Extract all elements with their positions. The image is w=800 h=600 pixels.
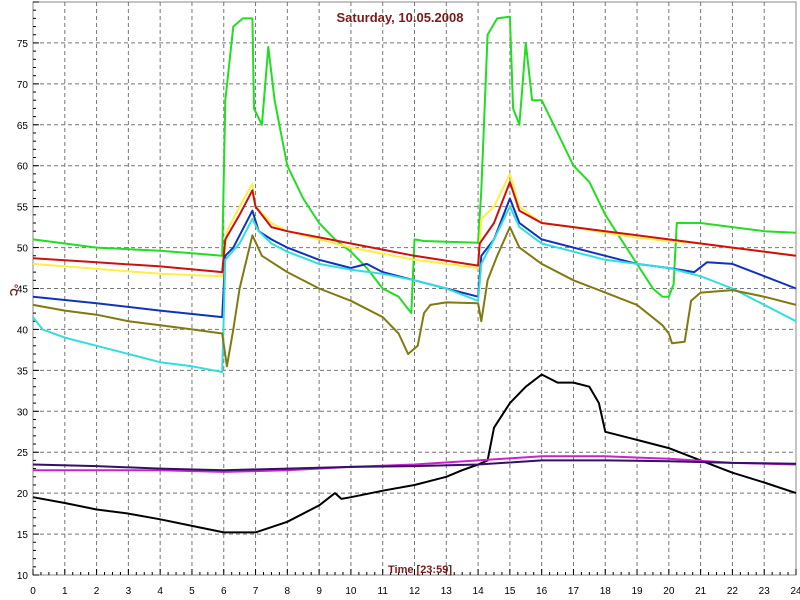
series-line-5 [32, 205, 797, 373]
x-tick-label: 9 [316, 586, 322, 597]
series-line-3 [32, 181, 797, 274]
x-tick-label: 8 [285, 586, 291, 597]
x-tick-label: 19 [631, 586, 643, 597]
y-tick-label: 70 [17, 80, 29, 91]
x-tick-label: 2 [94, 586, 100, 597]
x-tick-label: 20 [663, 586, 675, 597]
x-tick-label: 11 [378, 586, 389, 597]
series-line-8 [33, 455, 797, 473]
y-tick-label: 50 [17, 244, 29, 255]
x-tick-label: 14 [473, 586, 485, 597]
y-tick-label: 45 [17, 285, 29, 296]
x-tick-label: 0 [30, 586, 36, 597]
y-tick-label: 20 [17, 489, 29, 500]
x-tick-label: 6 [221, 586, 227, 597]
x-tick-label: 13 [441, 586, 453, 597]
x-axis-label: Time [23:59] [388, 564, 452, 576]
x-tick-label: 10 [345, 586, 357, 597]
y-tick-label: 55 [17, 203, 29, 214]
chart-title: Saturday, 10.05.2008 [337, 10, 464, 25]
y-tick-label: 30 [17, 407, 29, 418]
grid [33, 2, 796, 575]
series-line-6 [32, 226, 797, 368]
x-tick-label: 21 [695, 586, 707, 597]
series-line-1 [32, 15, 797, 315]
y-tick-label: 75 [17, 39, 29, 50]
minor-ticks [32, 1, 797, 576]
y-tick-label: 10 [17, 571, 29, 582]
x-tick-labels: 0 1 2 3 4 5 6 7 8 9 10 11 12 13 14 15 16 17 18 19 20 21 22 23 24 [30, 586, 800, 597]
x-tick-label: 15 [504, 586, 516, 597]
x-tick-label: 3 [126, 586, 132, 597]
x-tick-label: 5 [189, 586, 195, 597]
y-tick-label: 65 [17, 121, 29, 132]
x-tick-label: 16 [536, 586, 548, 597]
x-tick-label: 4 [157, 586, 163, 597]
series-group [32, 15, 797, 534]
x-tick-label: 18 [600, 586, 612, 597]
series-line-2 [32, 172, 797, 278]
y-axis-label: °C [7, 284, 19, 296]
x-tick-label: 12 [409, 586, 421, 597]
y-tick-label: 40 [17, 325, 29, 336]
x-tick-label: 7 [253, 586, 259, 597]
series-line-9 [32, 459, 797, 472]
y-tick-label: 25 [17, 448, 29, 459]
y-tick-label: 35 [17, 366, 29, 377]
y-tick-label: 15 [17, 530, 29, 541]
x-tick-label: 22 [727, 586, 739, 597]
y-tick-label: 60 [17, 162, 29, 173]
y-tick-labels: 10 15 20 25 30 35 40 45 50 55 60 65 70 75 [17, 39, 29, 582]
x-tick-label: 1 [62, 586, 68, 597]
x-tick-label: 17 [568, 586, 580, 597]
x-tick-label: 23 [759, 586, 771, 597]
x-tick-label: 24 [790, 586, 800, 597]
